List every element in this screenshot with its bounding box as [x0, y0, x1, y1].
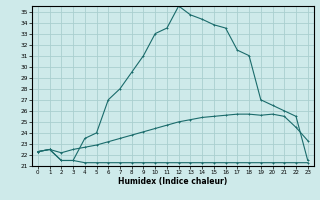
- X-axis label: Humidex (Indice chaleur): Humidex (Indice chaleur): [118, 177, 228, 186]
